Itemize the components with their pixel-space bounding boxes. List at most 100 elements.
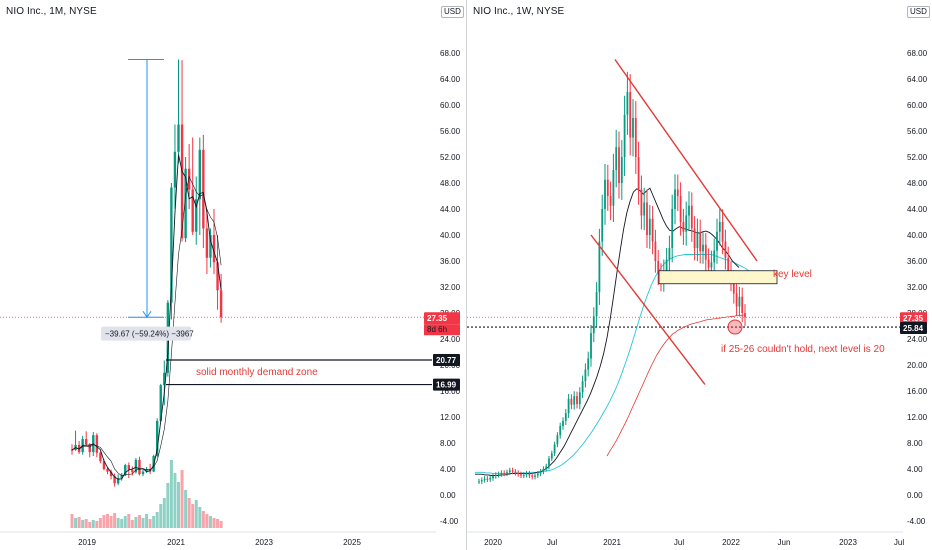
y-tick-label: 44.00	[440, 205, 461, 214]
candle-body	[713, 250, 716, 263]
candle-body	[727, 257, 730, 273]
volume-bar	[109, 516, 113, 528]
candle-body	[542, 469, 545, 472]
y-tick-label: 56.00	[440, 127, 461, 136]
candle-body	[674, 189, 676, 209]
candle-body	[640, 189, 643, 216]
volume-bar	[70, 514, 74, 528]
candle-body	[180, 124, 184, 239]
candle-body	[721, 222, 724, 242]
volume-bar	[219, 521, 223, 528]
volume-bar	[208, 516, 212, 528]
candle-body	[534, 475, 536, 477]
volume-bar	[134, 517, 138, 528]
candle-body	[707, 259, 710, 268]
y-tick-label: 4.00	[907, 465, 923, 474]
x-tick-label: 2022	[722, 538, 740, 547]
candle-body	[138, 459, 141, 475]
y-tick-label: 36.00	[907, 257, 928, 266]
candle-body	[198, 149, 201, 200]
y-tick-label: 52.00	[440, 153, 461, 162]
candle-body	[648, 218, 651, 235]
monthly-chart-panel[interactable]: NIO Inc., 1M, NYSE USD 68.00 64.00 60.00 56…	[0, 0, 466, 550]
candle-body	[573, 396, 576, 405]
candle-body	[95, 435, 99, 453]
candle-body	[520, 474, 522, 476]
price-badge	[900, 312, 927, 325]
candle-body	[503, 472, 506, 474]
candle-body	[163, 372, 166, 386]
candle-body	[116, 478, 120, 484]
candle-body	[718, 222, 721, 232]
candle-body	[676, 189, 679, 196]
candle-body	[156, 420, 159, 456]
candle-body	[506, 472, 508, 474]
volume-bar	[180, 470, 184, 528]
channel-lower-line	[590, 234, 706, 385]
candle-body	[545, 466, 548, 469]
chart-title: NIO Inc., 1W, NYSE	[473, 6, 565, 17]
price-badge	[900, 322, 927, 335]
candle-body	[590, 333, 592, 359]
candle-body	[584, 369, 587, 382]
price-badge-label: 16.99	[436, 381, 457, 390]
candle-body	[99, 452, 102, 462]
volume-bar	[169, 460, 173, 528]
candle-body	[567, 398, 570, 414]
y-tick-label: 24.00	[440, 335, 461, 344]
y-tick-label: 44.00	[907, 205, 928, 214]
measure-arrow-head	[142, 310, 152, 319]
weekly-chart-panel[interactable]: NIO Inc., 1W, NYSE USD 68.00 64.00 60.00 56…	[467, 0, 932, 550]
price-badge-label: 25.84	[903, 324, 924, 333]
x-tick-label: 2021	[603, 538, 621, 547]
volume-bar	[74, 518, 78, 528]
candle-body	[735, 293, 738, 307]
candle-body	[131, 469, 134, 473]
y-tick-label: 32.00	[907, 283, 928, 292]
y-tick-label: 40.00	[907, 231, 928, 240]
y-tick-label: 64.00	[440, 75, 461, 84]
candle-body	[525, 473, 528, 475]
price-badge	[433, 378, 460, 391]
candle-body	[102, 461, 106, 469]
candle-body	[497, 474, 500, 476]
candle-body	[623, 114, 626, 157]
candle-body	[486, 478, 489, 480]
candle-body	[539, 471, 542, 474]
candle-body	[141, 471, 145, 475]
volume-bar	[95, 521, 99, 528]
candle-body	[177, 124, 180, 152]
y-tick-label: 52.00	[907, 153, 928, 162]
candle-body	[548, 458, 550, 467]
volume-bar	[113, 513, 117, 528]
candle-body	[500, 472, 503, 475]
candle-body	[170, 187, 173, 303]
candle-body	[612, 170, 615, 206]
candle-body	[564, 413, 567, 421]
candle-body	[609, 196, 612, 206]
currency-label[interactable]: USD	[441, 6, 464, 18]
candle-body	[592, 316, 595, 334]
candle-body	[184, 168, 187, 239]
volume-bar	[106, 514, 109, 528]
candle-body	[690, 205, 693, 229]
volume-bar	[148, 519, 152, 528]
weekly-chart-canvas[interactable]: 68.00 64.00 60.00 56.00 52.00 48.00 44.00 40.00…	[467, 0, 932, 550]
y-tick-label: 36.00	[440, 257, 461, 266]
candle-body	[668, 248, 671, 260]
moving-average-line	[71, 175, 222, 476]
x-tick-label: 2021	[167, 538, 185, 547]
monthly-chart-canvas[interactable]: 68.00 64.00 60.00 56.00 52.00 48.00 44.00 40.00…	[0, 0, 466, 550]
candle-body	[219, 290, 223, 318]
candle-body	[615, 147, 618, 170]
price-badge-countdown	[424, 324, 460, 336]
volume-bar	[116, 518, 120, 528]
candle-body	[724, 241, 727, 258]
candle-body	[578, 392, 581, 404]
currency-label[interactable]: USD	[907, 6, 930, 18]
candle-body	[559, 426, 562, 436]
candle-body	[741, 296, 744, 313]
candle-body	[209, 235, 212, 258]
moving-average-line	[475, 254, 750, 475]
panel-divider[interactable]	[466, 0, 467, 550]
